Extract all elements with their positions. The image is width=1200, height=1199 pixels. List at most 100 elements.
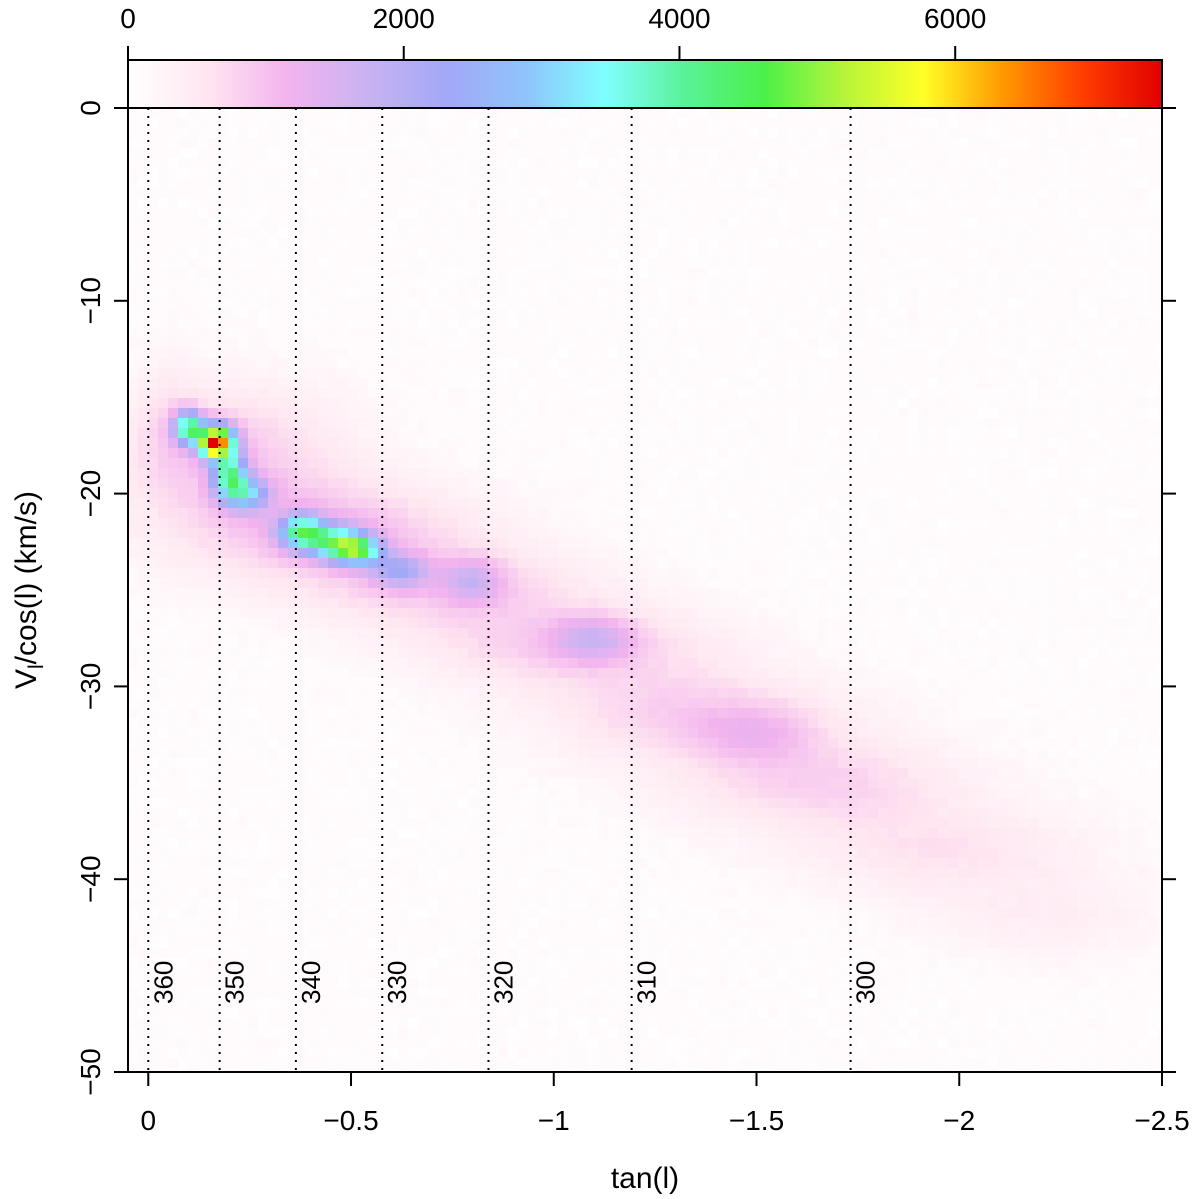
heatmap-cell	[838, 218, 848, 228]
heatmap-cell	[208, 458, 218, 468]
heatmap-cell	[778, 298, 788, 308]
heatmap-cell	[188, 568, 198, 578]
heatmap-cell	[368, 228, 378, 238]
heatmap-cell	[258, 128, 268, 138]
heatmap-cell	[538, 228, 548, 238]
heatmap-cell	[708, 148, 718, 158]
heatmap-cell	[738, 498, 748, 508]
heatmap-cell	[178, 448, 188, 458]
heatmap-cell	[398, 128, 408, 138]
heatmap-cell	[578, 458, 588, 468]
heatmap-cell	[438, 388, 448, 398]
heatmap-cell	[718, 188, 728, 198]
heatmap-cell	[678, 478, 688, 488]
heatmap-cell	[738, 288, 748, 298]
heatmap-cell	[718, 308, 728, 318]
heatmap-cell	[548, 468, 558, 478]
heatmap-cell	[248, 528, 258, 538]
heatmap-cell	[898, 448, 908, 458]
heatmap-cell	[678, 318, 688, 328]
heatmap-cell	[1058, 148, 1068, 158]
heatmap-cell	[788, 438, 798, 448]
heatmap-cell	[228, 488, 238, 498]
heatmap-cell	[448, 278, 458, 288]
heatmap-cell	[1158, 378, 1162, 388]
heatmap-cell	[218, 338, 228, 348]
heatmap-cell	[238, 558, 248, 568]
heatmap-cell	[288, 368, 298, 378]
heatmap-cell	[408, 208, 418, 218]
heatmap-cell	[388, 528, 398, 538]
heatmap-cell	[748, 328, 758, 338]
heatmap-cell	[1148, 508, 1158, 518]
heatmap-cell	[618, 228, 628, 238]
heatmap-cell	[298, 238, 308, 248]
heatmap-cell	[1148, 388, 1158, 398]
heatmap-cell	[298, 498, 308, 508]
heatmap-cell	[218, 478, 228, 488]
heatmap-cell	[488, 328, 498, 338]
heatmap-cell	[258, 468, 268, 478]
heatmap-cell	[938, 488, 948, 498]
heatmap-cell	[538, 298, 548, 308]
heatmap-cell	[788, 408, 798, 418]
heatmap-cell	[468, 198, 478, 208]
heatmap-cell	[558, 468, 568, 478]
heatmap-cell	[438, 488, 448, 498]
heatmap-cell	[1128, 278, 1138, 288]
heatmap-cell	[1128, 148, 1138, 158]
heatmap-cell	[618, 358, 628, 368]
heatmap-cell	[878, 368, 888, 378]
heatmap-cell	[988, 318, 998, 328]
heatmap-cell	[1068, 548, 1078, 558]
heatmap-cell	[608, 458, 618, 468]
heatmap-cell	[738, 448, 748, 458]
heatmap-cell	[1058, 398, 1068, 408]
heatmap-cell	[128, 118, 138, 128]
heatmap-cell	[518, 158, 528, 168]
heatmap-cell	[1118, 358, 1128, 368]
heatmap-cell	[348, 348, 358, 358]
heatmap-cell	[168, 538, 178, 548]
heatmap-cell	[798, 438, 808, 448]
heatmap-cell	[1088, 298, 1098, 308]
heatmap-cell	[578, 258, 588, 268]
heatmap-cell	[928, 578, 938, 588]
heatmap-cell	[758, 188, 768, 198]
heatmap-cell	[818, 558, 828, 568]
heatmap-cell	[848, 418, 858, 428]
heatmap-cell	[858, 398, 868, 408]
heatmap-cell	[288, 518, 298, 528]
heatmap-cell	[568, 338, 578, 348]
heatmap-cell	[228, 478, 238, 488]
heatmap-cell	[178, 198, 188, 208]
heatmap-cell	[768, 128, 778, 138]
heatmap-cell	[818, 168, 828, 178]
heatmap-cell	[1048, 488, 1058, 498]
heatmap-cell	[1118, 268, 1128, 278]
heatmap-cell	[708, 268, 718, 278]
heatmap-cell	[738, 218, 748, 228]
heatmap-cell	[648, 458, 658, 468]
heatmap-cell	[878, 268, 888, 278]
heatmap-cell	[318, 578, 328, 588]
heatmap-cell	[178, 328, 188, 338]
heatmap-cell	[588, 418, 598, 428]
heatmap-cell	[878, 418, 888, 428]
heatmap-cell	[148, 138, 158, 148]
heatmap-cell	[228, 568, 238, 578]
heatmap-cell	[468, 228, 478, 238]
heatmap-cell	[628, 458, 638, 468]
heatmap-cell	[548, 198, 558, 208]
heatmap-cell	[498, 148, 508, 158]
heatmap-cell	[988, 538, 998, 548]
heatmap-cell	[178, 118, 188, 128]
heatmap-cell	[188, 108, 198, 118]
heatmap-cell	[828, 448, 838, 458]
heatmap-cell	[908, 568, 918, 578]
heatmap-cell	[718, 388, 728, 398]
heatmap-cell	[858, 128, 868, 138]
heatmap-cell	[398, 228, 408, 238]
heatmap-cell	[1148, 378, 1158, 388]
heatmap-cell	[148, 258, 158, 268]
